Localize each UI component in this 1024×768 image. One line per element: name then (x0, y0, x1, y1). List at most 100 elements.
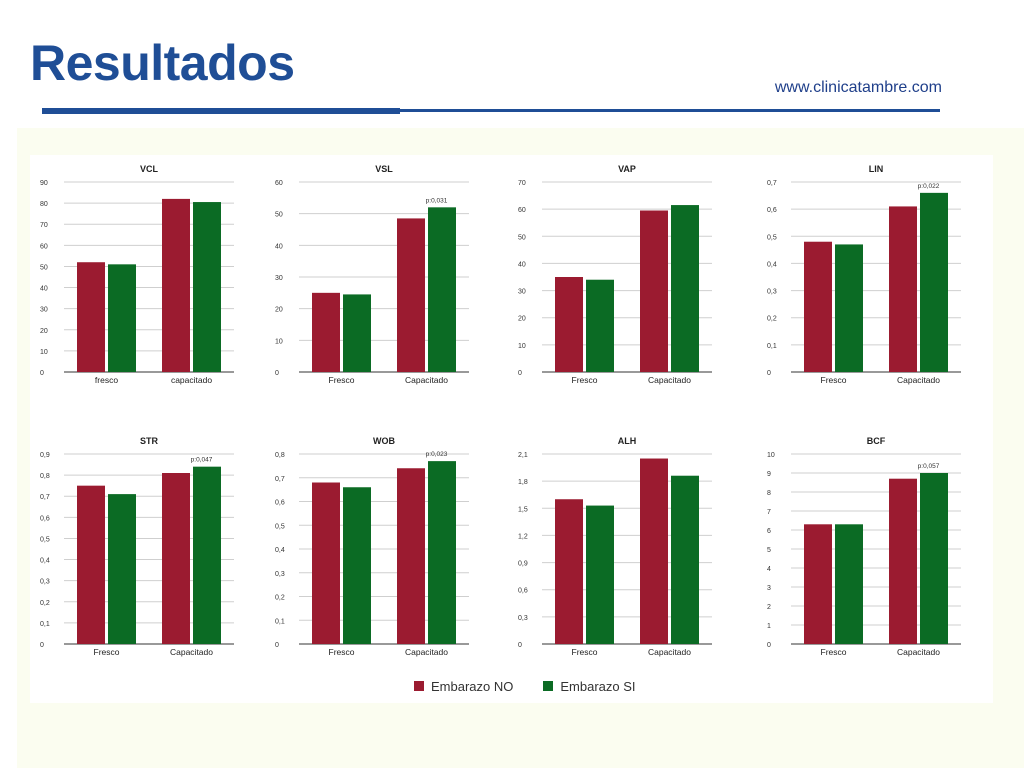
bar-embarazo-si (671, 475, 699, 644)
bar-embarazo-no (162, 473, 190, 644)
y-tick-label: 60 (518, 207, 526, 214)
legend-item-embarazo-no: Embarazo NO (414, 679, 513, 694)
y-tick-label: 0,6 (275, 500, 285, 507)
bar-embarazo-no (312, 292, 340, 372)
y-tick-label: 80 (40, 201, 48, 208)
y-tick-label: 0,3 (40, 579, 50, 586)
bar-embarazo-no (804, 241, 832, 372)
bar-embarazo-no (804, 524, 832, 644)
chart-vap: VAP 0 10 20 30 40 50 60 70 Fresco Capacitado (508, 158, 738, 398)
y-tick-label: 0,8 (40, 473, 50, 480)
y-tick-label: 0,5 (767, 234, 777, 241)
bar-embarazo-si (108, 494, 136, 644)
x-tick-label: Fresco (329, 647, 355, 657)
chart-bcf: BCF 0 1 2 3 4 5 6 7 8 9 10 Fresco Capacitado p:0,057 (757, 430, 987, 670)
y-tick-label: 0,9 (518, 561, 528, 568)
y-tick-label: 0,3 (767, 289, 777, 296)
y-tick-label: 0,7 (275, 476, 285, 483)
y-tick-label: 0 (518, 370, 522, 377)
y-tick-label: 10 (275, 338, 283, 345)
y-tick-label: 5 (767, 547, 771, 554)
chart-title: VAP (618, 164, 636, 174)
chart-title: WOB (373, 436, 395, 446)
x-tick-label: Capacitado (405, 375, 448, 385)
y-tick-label: 20 (275, 307, 283, 314)
y-tick-label: 0,7 (40, 494, 50, 501)
bar-embarazo-si (671, 205, 699, 372)
y-tick-label: 0 (767, 370, 771, 377)
bar-embarazo-si (343, 294, 371, 372)
chart-title: ALH (618, 436, 637, 446)
y-tick-label: 30 (275, 275, 283, 282)
legend-label: Embarazo SI (560, 678, 636, 694)
bar-embarazo-si (920, 192, 948, 372)
x-tick-label: Capacitado (648, 647, 691, 657)
x-tick-label: Capacitado (897, 375, 940, 385)
chart-svg: VSL 0 10 20 30 40 50 60 Fresco Capacitado p:0,031 (275, 164, 469, 385)
y-tick-label: 8 (767, 490, 771, 497)
y-tick-label: 30 (518, 289, 526, 296)
bar-embarazo-si (108, 264, 136, 372)
legend-label: Embarazo NO (431, 678, 514, 694)
chart-vcl: VCL 0 10 20 30 40 50 60 70 80 90 fresco capacitado (30, 158, 260, 398)
x-tick-label: Fresco (329, 375, 355, 385)
x-tick-label: Capacitado (648, 375, 691, 385)
y-tick-label: 60 (40, 243, 48, 250)
bar-embarazo-no (77, 262, 105, 372)
chart-svg: VCL 0 10 20 30 40 50 60 70 80 90 fresco capacitado (40, 164, 234, 385)
bar-embarazo-si (586, 505, 614, 644)
y-tick-label: 6 (767, 528, 771, 535)
y-tick-label: 50 (275, 212, 283, 219)
y-tick-label: 9 (767, 471, 771, 478)
y-tick-label: 70 (518, 180, 526, 187)
bar-embarazo-no (555, 499, 583, 644)
y-tick-label: 40 (518, 261, 526, 268)
x-tick-label: capacitado (171, 375, 212, 385)
charts-panel (30, 155, 993, 703)
title-underline-thin (400, 109, 940, 112)
y-tick-label: 0,3 (275, 571, 285, 578)
chart-vsl: VSL 0 10 20 30 40 50 60 Fresco Capacitado p:0,031 (265, 158, 495, 398)
chart-lin: LIN 0 0,1 0,2 0,3 0,4 0,5 0,6 0,7 Fresco Capacitad… (757, 158, 987, 398)
bar-embarazo-no (889, 206, 917, 372)
chart-title: VCL (140, 164, 159, 174)
y-tick-label: 0 (40, 642, 44, 649)
title-underline-thick (42, 108, 400, 114)
y-tick-label: 0,2 (767, 316, 777, 323)
bar-embarazo-no (640, 210, 668, 372)
chart-title: BCF (867, 436, 886, 446)
legend-swatch-embarazo-no (414, 681, 424, 691)
y-tick-label: 0,6 (40, 515, 50, 522)
y-tick-label: 10 (518, 343, 526, 350)
chart-svg: ALH 0 0,3 0,6 0,9 1,2 1,5 1,8 2,1 Fresco Capacitad… (518, 436, 712, 657)
page-title: Resultados (30, 35, 295, 91)
y-tick-label: 2 (767, 604, 771, 611)
y-tick-label: 0,9 (40, 452, 50, 459)
y-tick-label: 40 (275, 243, 283, 250)
y-tick-label: 0,2 (275, 595, 285, 602)
x-tick-label: Capacitado (897, 647, 940, 657)
bar-embarazo-si (586, 279, 614, 372)
website-link[interactable]: www.clinicatambre.com (774, 79, 942, 96)
y-tick-label: 0,1 (275, 618, 285, 625)
chart-svg: STR 0 0,1 0,2 0,3 0,4 0,5 0,6 0,7 0,8 0,9 Fresco Cap… (40, 436, 234, 657)
x-tick-label: Fresco (572, 375, 598, 385)
bar-embarazo-si (428, 207, 456, 372)
y-tick-label: 0,4 (275, 547, 285, 554)
chart-alh: ALH 0 0,3 0,6 0,9 1,2 1,5 1,8 2,1 Fresco Capacitad… (508, 430, 738, 670)
bar-embarazo-si (835, 524, 863, 644)
x-tick-label: Fresco (94, 647, 120, 657)
bar-embarazo-no (397, 218, 425, 372)
bar-embarazo-si (428, 461, 456, 644)
x-tick-label: Capacitado (405, 647, 448, 657)
bar-embarazo-no (889, 478, 917, 644)
chart-title: VSL (375, 164, 393, 174)
x-tick-label: fresco (95, 375, 118, 385)
y-tick-label: 20 (40, 328, 48, 335)
y-tick-label: 1,2 (518, 533, 528, 540)
y-tick-label: 3 (767, 585, 771, 592)
y-tick-label: 0,6 (518, 588, 528, 595)
bar-embarazo-no (162, 198, 190, 372)
p-value-annotation: p:0,023 (426, 451, 448, 458)
y-tick-label: 50 (518, 234, 526, 241)
